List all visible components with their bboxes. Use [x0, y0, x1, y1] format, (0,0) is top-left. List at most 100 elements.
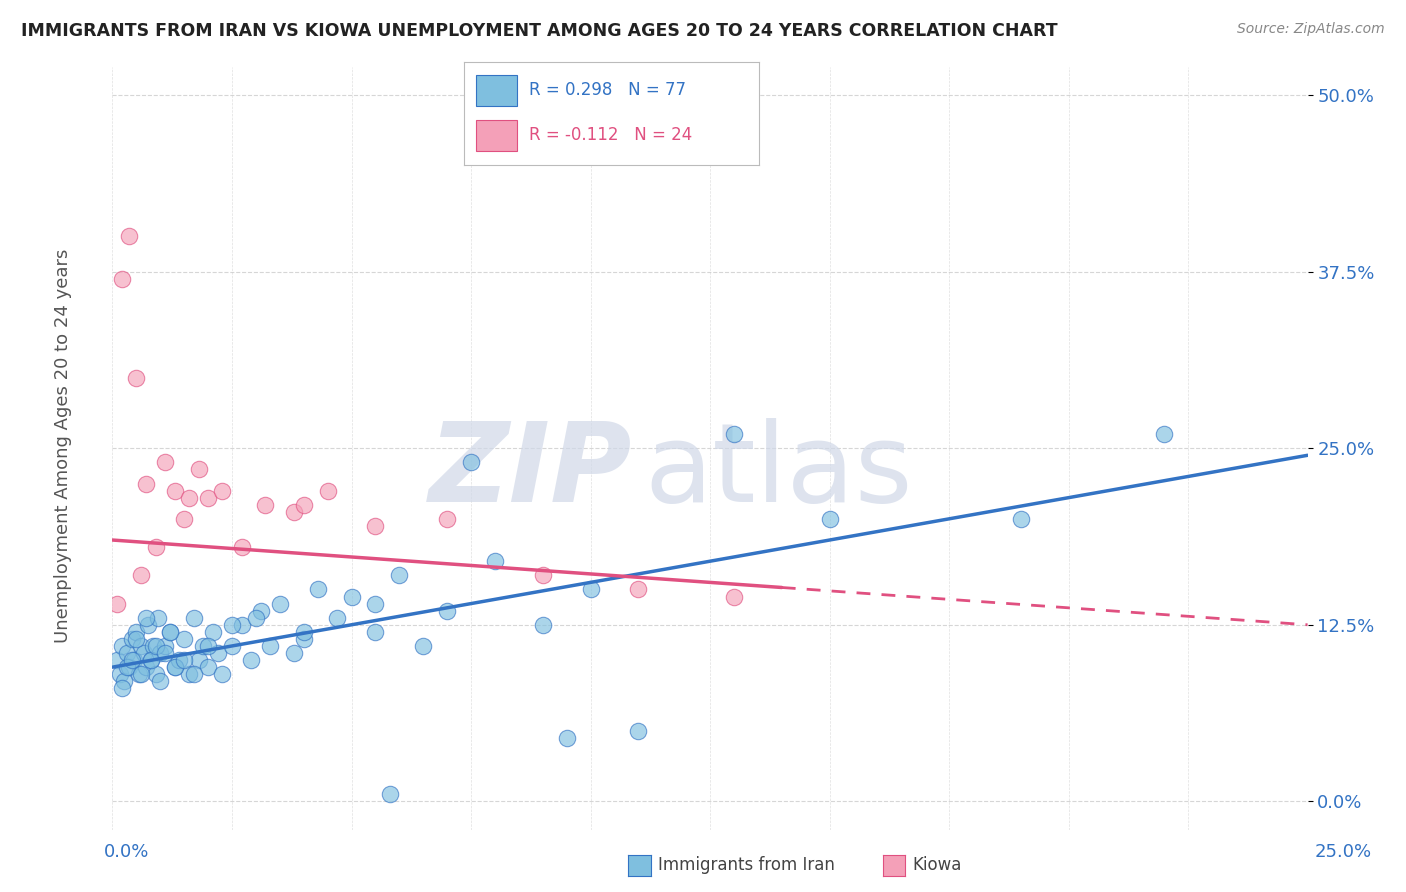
Point: [436, 512, 458, 526]
Point: [211, 483, 233, 498]
Point: [142, 639, 165, 653]
Point: [125, 624, 148, 639]
Point: [307, 582, 329, 597]
Point: [153, 646, 176, 660]
Point: [163, 483, 186, 498]
Point: [579, 582, 602, 597]
Point: [128, 667, 150, 681]
Point: [231, 540, 253, 554]
Point: [388, 568, 411, 582]
Text: R = 0.298   N = 77: R = 0.298 N = 77: [529, 81, 686, 99]
Point: [627, 723, 650, 738]
Point: [249, 604, 271, 618]
Point: [111, 639, 134, 653]
Point: [138, 617, 160, 632]
Text: Immigrants from Iran: Immigrants from Iran: [658, 856, 835, 874]
Point: [115, 660, 138, 674]
Point: [177, 491, 200, 505]
Point: [531, 568, 554, 582]
Point: [316, 483, 339, 498]
Point: [163, 660, 186, 674]
Point: [173, 512, 195, 526]
Point: [114, 674, 135, 689]
Text: Kiowa: Kiowa: [912, 856, 962, 874]
Point: [173, 632, 195, 646]
Text: Unemployment Among Ages 20 to 24 years: Unemployment Among Ages 20 to 24 years: [55, 249, 72, 643]
Point: [183, 667, 205, 681]
Point: [723, 427, 745, 442]
Point: [163, 660, 186, 674]
Text: 0.0%: 0.0%: [104, 843, 149, 861]
Text: atlas: atlas: [644, 417, 912, 524]
Point: [197, 639, 219, 653]
Point: [197, 491, 219, 505]
Point: [283, 646, 305, 660]
Point: [292, 632, 315, 646]
Point: [121, 653, 143, 667]
Point: [139, 653, 162, 667]
Point: [340, 590, 363, 604]
Point: [231, 617, 253, 632]
Point: [723, 590, 745, 604]
Point: [177, 667, 200, 681]
Point: [201, 624, 224, 639]
Point: [292, 498, 315, 512]
Point: [115, 646, 138, 660]
Point: [153, 455, 176, 469]
Point: [105, 653, 128, 667]
Text: ZIP: ZIP: [429, 417, 633, 524]
Point: [111, 271, 134, 285]
Point: [145, 667, 167, 681]
Point: [254, 498, 277, 512]
Point: [187, 653, 209, 667]
Point: [145, 639, 167, 653]
Point: [207, 646, 229, 660]
Point: [197, 660, 219, 674]
Point: [484, 554, 506, 568]
Point: [129, 667, 152, 681]
Point: [292, 624, 315, 639]
Point: [105, 597, 128, 611]
Point: [555, 731, 578, 745]
Point: [326, 610, 349, 624]
Point: [283, 505, 305, 519]
Point: [125, 370, 148, 384]
Point: [159, 624, 181, 639]
Point: [169, 653, 191, 667]
Text: R = -0.112   N = 24: R = -0.112 N = 24: [529, 127, 692, 145]
Point: [364, 597, 387, 611]
Point: [436, 604, 458, 618]
Point: [1010, 512, 1032, 526]
Point: [221, 617, 243, 632]
Point: [531, 617, 554, 632]
Point: [378, 787, 401, 801]
Point: [627, 582, 650, 597]
Point: [818, 512, 841, 526]
FancyBboxPatch shape: [475, 120, 517, 151]
Point: [145, 540, 167, 554]
Text: IMMIGRANTS FROM IRAN VS KIOWA UNEMPLOYMENT AMONG AGES 20 TO 24 YEARS CORRELATION: IMMIGRANTS FROM IRAN VS KIOWA UNEMPLOYME…: [21, 22, 1057, 40]
Point: [211, 667, 233, 681]
Point: [149, 674, 172, 689]
Point: [121, 632, 143, 646]
Point: [193, 639, 215, 653]
Point: [135, 610, 157, 624]
Point: [118, 660, 141, 674]
Text: 25.0%: 25.0%: [1315, 843, 1371, 861]
Point: [153, 639, 176, 653]
Point: [135, 660, 157, 674]
Point: [460, 455, 482, 469]
FancyBboxPatch shape: [475, 75, 517, 105]
Point: [183, 610, 205, 624]
Point: [111, 681, 134, 696]
Text: Source: ZipAtlas.com: Source: ZipAtlas.com: [1237, 22, 1385, 37]
Point: [159, 624, 181, 639]
Point: [135, 476, 157, 491]
Point: [146, 610, 169, 624]
Point: [149, 646, 172, 660]
Point: [139, 653, 162, 667]
Point: [129, 639, 152, 653]
Point: [108, 667, 131, 681]
Point: [240, 653, 263, 667]
Point: [221, 639, 243, 653]
